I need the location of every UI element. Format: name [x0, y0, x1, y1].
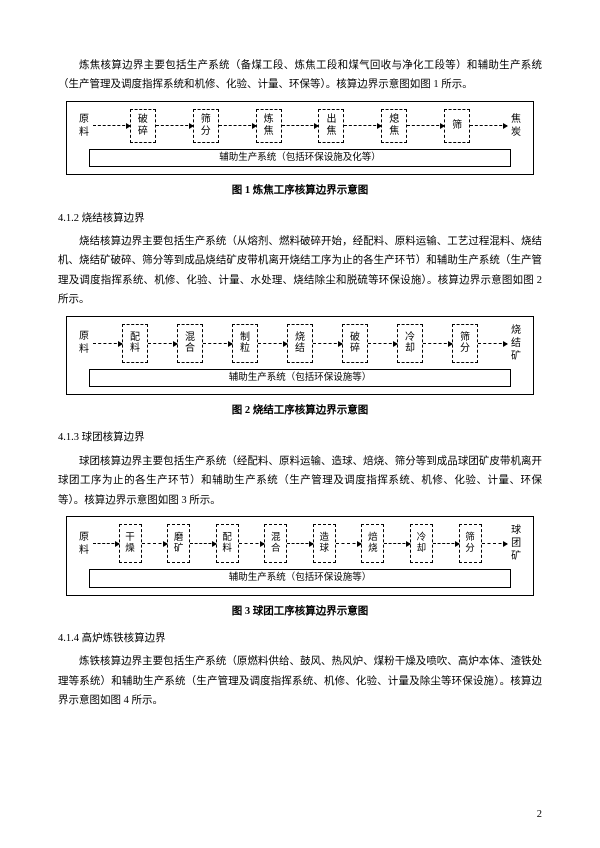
flow-step: 筛分 — [193, 109, 219, 143]
flow-step: 制粒 — [232, 324, 258, 363]
section-4-1-2-heading: 4.1.2 烧结核算边界 — [58, 209, 542, 228]
section-4-1-3-heading: 4.1.3 球团核算边界 — [58, 428, 542, 447]
section-4-1-3-paragraph: 球团核算边界主要包括生产系统（经配料、原料运输、造球、焙烧、筛分等到成品球团矿皮… — [58, 452, 542, 510]
section-4-1-2-paragraph: 烧结核算边界主要包括生产系统（从熔剂、燃料破碎开始，经配料、原料运输、工艺过程混… — [58, 232, 542, 310]
flow-step: 出焦 — [318, 109, 344, 143]
flow-step: 冷却 — [410, 524, 433, 563]
intro-paragraph: 炼焦核算边界主要包括生产系统（备煤工段、炼焦工段和煤气回收与净化工段等）和辅助生… — [58, 56, 542, 95]
flow-step: 焙烧 — [361, 524, 384, 563]
flow-input-label: 原料 — [75, 324, 93, 363]
flow-input-label: 原料 — [75, 109, 93, 143]
flow-step: 配料 — [122, 324, 148, 363]
flow-step: 磨矿 — [167, 524, 190, 563]
flow-step: 筛分 — [452, 324, 478, 363]
flow-step: 破碎 — [130, 109, 156, 143]
section-4-1-4-paragraph: 炼铁核算边界主要包括生产系统（原燃料供给、鼓风、热风炉、煤粉干燥及喷吹、高炉本体… — [58, 652, 542, 710]
figure-2-caption: 图 2 烧结工序核算边界示意图 — [58, 401, 542, 420]
flow-step: 筛分 — [459, 524, 482, 563]
flow-step: 烧结 — [287, 324, 313, 363]
page-number: 2 — [537, 805, 542, 824]
flow-step: 筛 — [444, 109, 470, 143]
flow-output-label: 球团矿 — [507, 524, 525, 563]
flow-output-label: 焦炭 — [507, 109, 525, 143]
figure-3-diagram: 原料干燥磨矿配料混合造球焙烧冷却筛分 球团矿 辅助生产系统（包括环保设施等） — [66, 516, 534, 595]
section-4-1-4-heading: 4.1.4 高炉炼铁核算边界 — [58, 629, 542, 648]
flow-step: 混合 — [264, 524, 287, 563]
figure-1-diagram: 原料 破碎 筛分 炼焦 出焦 熄焦 筛 焦炭 辅助生产系统（包括环保设施及化等） — [66, 101, 534, 175]
figure-1-aux: 辅助生产系统（包括环保设施及化等） — [89, 149, 511, 167]
flow-step: 干燥 — [119, 524, 142, 563]
flow-input-label: 原料 — [75, 524, 93, 563]
flow-step: 造球 — [313, 524, 336, 563]
figure-3-caption: 图 3 球团工序核算边界示意图 — [58, 602, 542, 621]
figure-2-aux: 辅助生产系统（包括环保设施等） — [89, 369, 511, 387]
figure-1-caption: 图 1 炼焦工序核算边界示意图 — [58, 181, 542, 200]
flow-output-label: 烧结矿 — [507, 324, 525, 363]
flow-step: 配料 — [216, 524, 239, 563]
flow-step: 炼焦 — [256, 109, 282, 143]
flow-step: 混合 — [177, 324, 203, 363]
flow-step: 冷却 — [397, 324, 423, 363]
flow-step: 熄焦 — [381, 109, 407, 143]
flow-step: 破碎 — [342, 324, 368, 363]
figure-2-diagram: 原料配料混合制粒烧结破碎冷却筛分 烧结矿 辅助生产系统（包括环保设施等） — [66, 316, 534, 395]
figure-3-aux: 辅助生产系统（包括环保设施等） — [89, 569, 511, 587]
